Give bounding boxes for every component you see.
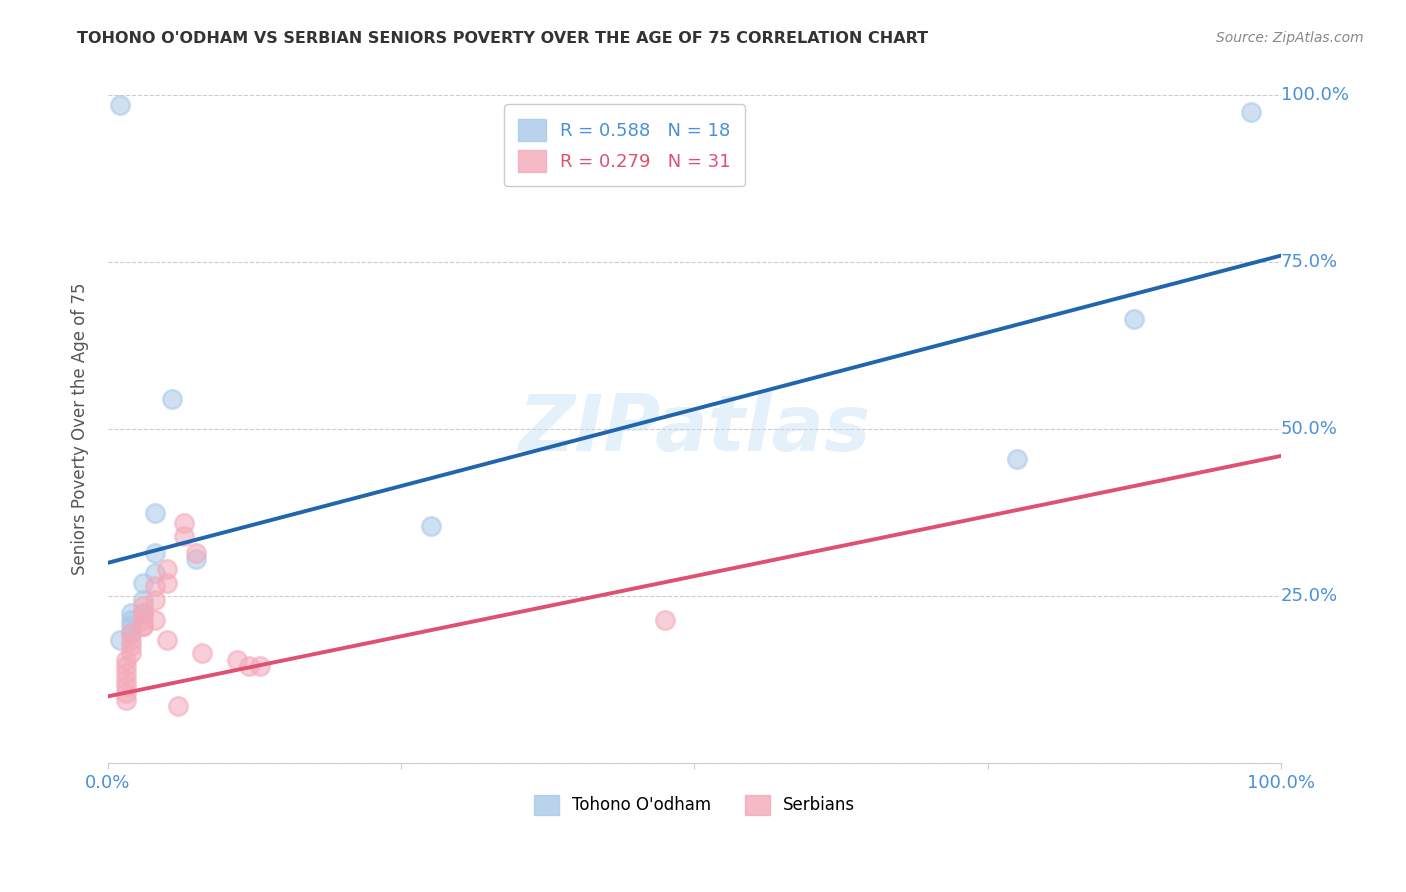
Text: TOHONO O'ODHAM VS SERBIAN SENIORS POVERTY OVER THE AGE OF 75 CORRELATION CHART: TOHONO O'ODHAM VS SERBIAN SENIORS POVERT… xyxy=(77,31,928,46)
Point xyxy=(120,626,142,640)
Point xyxy=(114,652,136,666)
Point xyxy=(191,646,214,660)
Point xyxy=(184,552,207,566)
Point xyxy=(184,546,207,560)
Point xyxy=(1005,452,1028,467)
Point xyxy=(143,546,166,560)
Point xyxy=(173,529,195,543)
Point xyxy=(238,659,260,673)
Point xyxy=(132,592,155,607)
Text: ZIPatlas: ZIPatlas xyxy=(519,392,870,467)
Point xyxy=(114,659,136,673)
Point xyxy=(114,692,136,706)
Point xyxy=(143,592,166,607)
Point xyxy=(120,640,142,654)
Point xyxy=(132,606,155,620)
Point xyxy=(143,579,166,593)
Point xyxy=(1240,105,1263,120)
Point xyxy=(1123,312,1146,326)
Point xyxy=(120,613,142,627)
Text: Source: ZipAtlas.com: Source: ZipAtlas.com xyxy=(1216,31,1364,45)
Point xyxy=(143,613,166,627)
Point xyxy=(173,516,195,530)
Point xyxy=(156,562,179,576)
Point xyxy=(132,613,155,627)
Point xyxy=(132,575,155,590)
Point xyxy=(167,699,190,714)
Text: 50.0%: 50.0% xyxy=(1281,420,1337,438)
Point xyxy=(226,652,249,666)
Point xyxy=(108,632,131,647)
Point xyxy=(132,619,155,633)
Point xyxy=(108,98,131,112)
Point xyxy=(249,659,271,673)
Point xyxy=(156,632,179,647)
Point xyxy=(120,619,142,633)
Point xyxy=(143,506,166,520)
Point xyxy=(419,519,441,533)
Point xyxy=(120,626,142,640)
Text: 25.0%: 25.0% xyxy=(1281,587,1339,605)
Text: 75.0%: 75.0% xyxy=(1281,253,1339,271)
Text: 100.0%: 100.0% xyxy=(1281,87,1348,104)
Point xyxy=(132,619,155,633)
Legend: Tohono O'odham, Serbians: Tohono O'odham, Serbians xyxy=(527,788,862,822)
Point xyxy=(114,686,136,700)
Point xyxy=(654,613,676,627)
Point xyxy=(132,599,155,614)
Y-axis label: Seniors Poverty Over the Age of 75: Seniors Poverty Over the Age of 75 xyxy=(72,283,89,575)
Point xyxy=(156,575,179,590)
Point xyxy=(114,673,136,687)
Point xyxy=(120,606,142,620)
Point xyxy=(143,566,166,580)
Point xyxy=(120,632,142,647)
Point xyxy=(120,646,142,660)
Point xyxy=(114,679,136,693)
Point xyxy=(132,606,155,620)
Point xyxy=(162,392,184,407)
Point xyxy=(114,665,136,680)
